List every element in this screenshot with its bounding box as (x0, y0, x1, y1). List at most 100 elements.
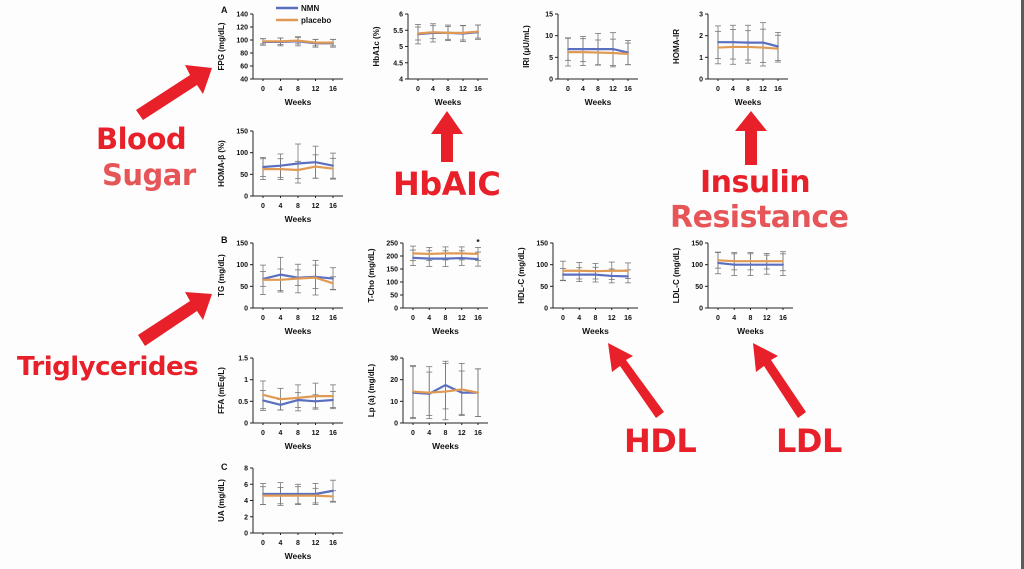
data-point-placebo (749, 260, 752, 263)
data-point-nmn (314, 161, 317, 164)
x-tick-label: 12 (459, 86, 467, 93)
data-point-nmn (610, 275, 613, 277)
x-tick-label: 12 (609, 86, 617, 93)
data-point-nmn (314, 400, 317, 403)
data-point-placebo (462, 31, 464, 34)
x-tick-label: 8 (296, 86, 300, 93)
data-point-placebo (460, 252, 463, 255)
chart-ffa: FFA (mEq/L) 0 0.5 1 1.5 0 4 8 12 16 Weeks (217, 356, 343, 451)
y-tick-label: 200 (386, 254, 398, 261)
y-tick-label: 100 (691, 262, 703, 269)
y-tick-label: 0 (544, 306, 548, 313)
chart-hdl-c: HDL-C (mg/dL) 0 50 100 150 0 4 8 12 16 Weeks (517, 241, 638, 336)
data-point-placebo (477, 253, 479, 255)
y-tick-label: 5.5 (393, 28, 403, 35)
y-tick-label: 150 (236, 241, 248, 248)
y-tick-label: 0 (244, 421, 248, 428)
chart-lp-a: Lp (a) (mg/dL) 0 10 20 30 0 4 8 12 16 Weeks (367, 356, 488, 451)
data-point-nmn (460, 391, 463, 394)
x-tick-label: 8 (296, 203, 300, 210)
data-point-placebo (314, 494, 317, 497)
data-point-placebo (747, 46, 749, 48)
y-tick-label: 0 (394, 306, 398, 313)
data-point-placebo (432, 31, 434, 34)
x-axis-label: Weeks (432, 441, 459, 451)
y-tick-label: 250 (386, 241, 398, 248)
y-axis-label: UA (mg/dL) (217, 479, 226, 522)
x-tick-label: 12 (763, 315, 771, 322)
x-tick-label: 16 (329, 540, 337, 547)
data-point-nmn (594, 273, 597, 276)
data-point-placebo (428, 253, 431, 255)
data-point-nmn (444, 257, 447, 260)
x-tick-label: 0 (566, 86, 570, 93)
data-point-placebo (477, 30, 479, 33)
data-point-placebo (782, 260, 784, 263)
data-point-placebo (279, 40, 282, 43)
x-tick-label: 16 (329, 430, 337, 437)
y-tick-label: 10 (390, 399, 398, 406)
y-tick-label: 8 (244, 466, 248, 473)
data-point-nmn (567, 48, 569, 50)
y-tick-label: 120 (236, 25, 248, 32)
y-tick-label: 0 (244, 531, 248, 538)
data-point-placebo (297, 494, 299, 497)
y-tick-label: 150 (236, 129, 248, 136)
arrow-blood-sugar-icon (136, 65, 212, 120)
chart-homa-beta: HOMA-β (%) 0 50 100 150 0 4 8 12 16 Weeks (217, 129, 343, 224)
legend: NMN placebo (276, 4, 331, 25)
data-point-placebo (567, 51, 569, 54)
panel-letter-c: C (221, 462, 228, 472)
data-point-nmn (297, 162, 299, 165)
data-point-nmn (612, 48, 614, 50)
arrow-hbaic-icon (431, 111, 463, 162)
data-point-placebo (444, 252, 447, 255)
y-tick-label: 100 (386, 280, 398, 287)
x-tick-label: 8 (296, 430, 300, 437)
data-point-placebo (417, 32, 419, 35)
x-tick-label: 8 (444, 315, 448, 322)
x-tick-label: 8 (296, 315, 300, 322)
y-tick-label: 140 (236, 12, 248, 19)
x-tick-label: 16 (329, 203, 337, 210)
data-point-placebo (332, 282, 334, 285)
x-tick-label: 0 (561, 315, 565, 322)
legend-label-placebo: placebo (301, 16, 331, 25)
data-point-placebo (297, 396, 299, 399)
annotation-hbaic: HbAIC (393, 165, 501, 203)
y-tick-label: 80 (240, 51, 248, 58)
x-tick-label: 16 (779, 315, 787, 322)
data-point-nmn (777, 45, 779, 48)
data-point-nmn (297, 399, 299, 401)
data-point-placebo (597, 51, 599, 54)
x-tick-label: 8 (594, 315, 598, 322)
data-point-placebo (262, 40, 264, 43)
y-tick-label: 50 (540, 284, 548, 291)
x-axis-label: Weeks (285, 97, 312, 107)
data-point-placebo (332, 495, 334, 498)
x-tick-label: 4 (279, 540, 283, 547)
data-point-nmn (314, 493, 317, 495)
data-point-nmn (412, 256, 414, 259)
legend-label-nmn: NMN (301, 4, 319, 13)
y-tick-label: 40 (240, 77, 248, 84)
y-axis-label: HOMA-β (%) (217, 140, 226, 187)
x-tick-label: 8 (446, 86, 450, 93)
data-point-placebo (279, 494, 282, 497)
y-axis-label: HDL-C (mg/dL) (517, 247, 526, 304)
data-point-placebo (314, 165, 317, 168)
data-point-placebo (765, 260, 768, 263)
y-tick-label: 2 (244, 514, 248, 521)
x-tick-label: 12 (458, 430, 466, 437)
data-point-placebo (594, 270, 597, 273)
arrow-ldl-icon (753, 343, 806, 418)
y-tick-label: 1 (244, 377, 248, 384)
x-tick-label: 8 (749, 315, 753, 322)
data-point-nmn (627, 275, 629, 278)
data-point-placebo (582, 51, 584, 54)
x-tick-label: 0 (261, 315, 265, 322)
data-point-nmn (279, 273, 282, 276)
y-tick-label: 0 (549, 77, 553, 84)
data-point-nmn (262, 399, 264, 402)
